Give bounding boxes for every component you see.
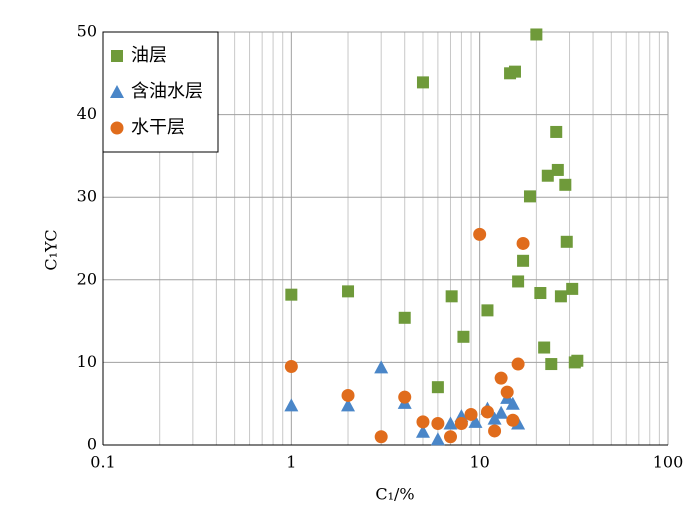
point bbox=[342, 285, 355, 298]
point bbox=[431, 381, 444, 394]
point bbox=[511, 357, 525, 371]
y-tick-label: 50 bbox=[77, 22, 97, 41]
point bbox=[480, 405, 494, 419]
point bbox=[416, 415, 430, 429]
point bbox=[464, 407, 478, 421]
point bbox=[516, 236, 530, 250]
point bbox=[560, 235, 573, 248]
x-tick-label: 1 bbox=[286, 453, 296, 472]
point bbox=[506, 413, 520, 427]
legend-label: 含油水层 bbox=[131, 81, 203, 102]
point bbox=[445, 290, 458, 303]
x-tick-label: 0.1 bbox=[90, 453, 115, 472]
point bbox=[551, 163, 564, 176]
point bbox=[284, 360, 298, 374]
y-axis-title: C₁YC bbox=[42, 229, 61, 270]
point bbox=[468, 414, 483, 428]
point bbox=[571, 354, 584, 367]
y-tick-label: 40 bbox=[77, 104, 97, 123]
point bbox=[398, 311, 411, 324]
point bbox=[500, 385, 514, 399]
point bbox=[494, 371, 508, 385]
point bbox=[284, 398, 299, 412]
point bbox=[534, 287, 547, 300]
point bbox=[508, 65, 521, 78]
point bbox=[443, 430, 457, 444]
point bbox=[374, 430, 388, 444]
point bbox=[538, 341, 551, 354]
point bbox=[431, 417, 445, 431]
point bbox=[517, 254, 530, 267]
point bbox=[481, 304, 494, 317]
point bbox=[512, 275, 525, 288]
x-axis-title: C₁/% bbox=[375, 485, 414, 504]
point bbox=[566, 282, 579, 295]
point bbox=[550, 125, 563, 138]
y-tick-label: 0 bbox=[87, 435, 97, 454]
point bbox=[473, 227, 487, 241]
legend-label: 水干层 bbox=[131, 117, 185, 138]
x-tick-label: 10 bbox=[469, 453, 489, 472]
legend-marker bbox=[110, 121, 124, 135]
point bbox=[505, 396, 520, 410]
y-tick-label: 30 bbox=[77, 187, 97, 206]
point bbox=[554, 290, 567, 303]
point bbox=[457, 330, 470, 343]
point bbox=[415, 424, 430, 438]
point bbox=[488, 424, 502, 438]
point bbox=[545, 358, 558, 371]
point bbox=[374, 360, 389, 374]
legend-marker bbox=[110, 85, 124, 98]
point bbox=[398, 390, 412, 404]
legend-label: 油层 bbox=[131, 45, 167, 66]
point bbox=[285, 288, 298, 301]
point bbox=[443, 416, 458, 430]
point bbox=[454, 417, 468, 431]
point bbox=[559, 178, 572, 191]
point bbox=[341, 388, 355, 402]
x-tick-label: 100 bbox=[653, 453, 684, 472]
legend-marker bbox=[111, 50, 123, 62]
point bbox=[416, 76, 429, 89]
point bbox=[541, 169, 554, 182]
point bbox=[523, 190, 536, 203]
y-tick-label: 20 bbox=[77, 269, 97, 288]
point bbox=[494, 405, 509, 419]
point bbox=[430, 432, 445, 446]
y-tick-label: 10 bbox=[77, 352, 97, 371]
point bbox=[341, 398, 356, 412]
point bbox=[530, 28, 543, 41]
